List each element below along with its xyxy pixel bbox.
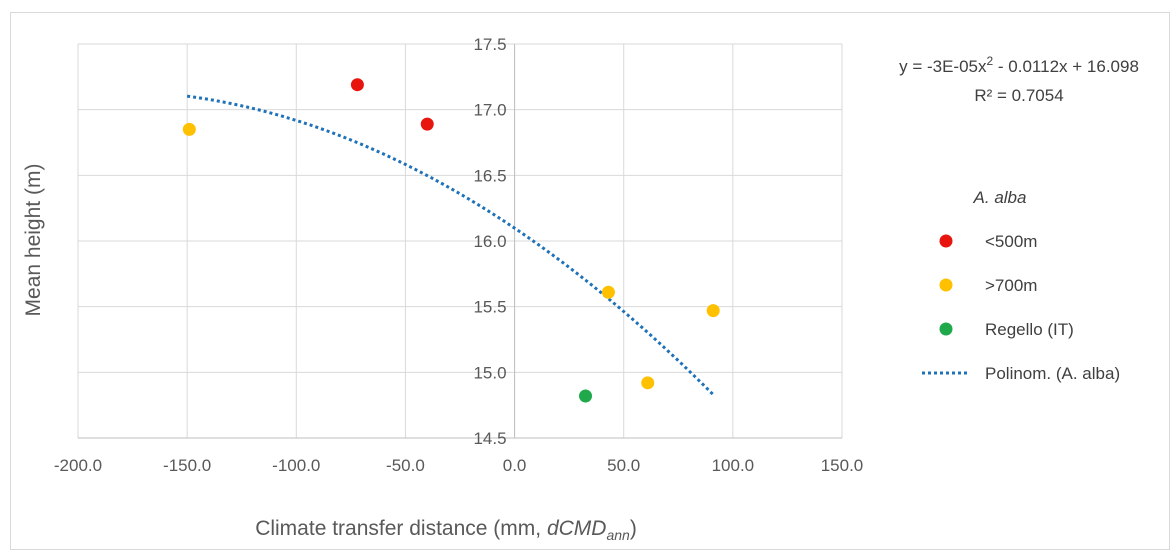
y-tick-label: 16.0 <box>473 232 506 251</box>
legend-title: A. alba <box>973 188 1027 207</box>
y-axis-ticks: 14.5 15.0 15.5 16.0 16.5 17.0 17.5 <box>473 35 506 448</box>
x-axis-title: Climate transfer distance (mm, dCMDann) <box>255 517 637 543</box>
y-tick-label: 16.5 <box>473 166 506 185</box>
legend-marker <box>939 278 953 292</box>
legend-label: <500m <box>985 232 1037 251</box>
legend-label-trendline: Polinom. (A. alba) <box>985 364 1120 383</box>
x-tick-label: -50.0 <box>386 456 425 475</box>
data-point <box>420 117 434 131</box>
y-tick-label: 14.5 <box>473 429 506 448</box>
legend-label: >700m <box>985 276 1037 295</box>
y-tick-label: 17.5 <box>473 35 506 54</box>
trendline-equation: y = -3E-05x2 - 0.0112x + 16.098 <box>899 54 1139 76</box>
trendline-r-squared: R² = 0.7054 <box>974 86 1063 105</box>
trendline <box>186 94 715 396</box>
data-point <box>601 285 615 299</box>
x-tick-label: -100.0 <box>272 456 320 475</box>
x-tick-label: 100.0 <box>712 456 755 475</box>
chart-frame <box>10 12 1170 550</box>
legend: A. alba <500m >700m Regello (IT) Polinom. (… <box>922 188 1120 383</box>
x-tick-label: 0.0 <box>503 456 527 475</box>
y-tick-label: 15.0 <box>473 363 506 382</box>
x-tick-label: -150.0 <box>163 456 211 475</box>
data-points <box>182 78 720 403</box>
x-tick-label: 50.0 <box>607 456 640 475</box>
legend-label: Regello (IT) <box>985 320 1074 339</box>
x-axis-ticks: -200.0 -150.0 -100.0 -50.0 0.0 50.0 100.0 150.0 <box>54 456 863 475</box>
data-point <box>182 122 196 136</box>
y-tick-label: 17.0 <box>473 101 506 120</box>
y-tick-label: 15.5 <box>473 298 506 317</box>
grid-lines <box>77 43 843 439</box>
y-axis-title: Mean height (m) <box>22 164 45 317</box>
x-tick-label: 150.0 <box>821 456 864 475</box>
data-point <box>350 78 364 92</box>
data-point <box>641 376 655 390</box>
legend-marker <box>939 322 953 336</box>
x-tick-label: -200.0 <box>54 456 102 475</box>
data-point <box>579 389 593 403</box>
data-point <box>706 304 720 318</box>
trendline-group <box>186 94 715 396</box>
legend-marker <box>939 234 953 248</box>
